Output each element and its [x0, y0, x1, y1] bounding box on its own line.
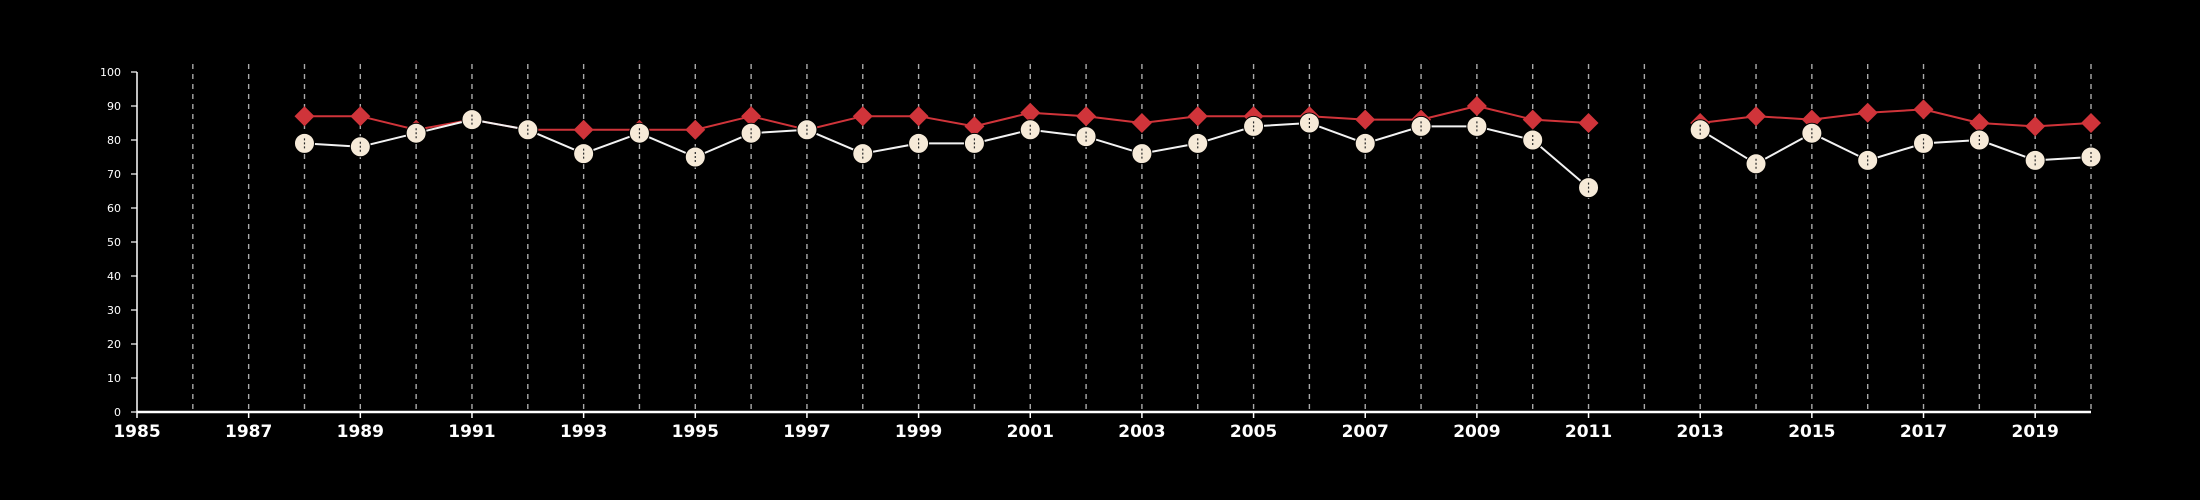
diamond-point [350, 106, 371, 127]
x-tick-label: 1993 [560, 422, 607, 442]
diamond-point [908, 106, 929, 127]
axes [131, 71, 2091, 418]
diamond-point [852, 106, 873, 127]
y-tick-label: 90 [107, 100, 121, 113]
diamond-point [1076, 106, 1097, 127]
diamond-point [1355, 109, 1376, 130]
x-tick-label: 1997 [783, 422, 830, 442]
y-tick-label: 0 [114, 406, 121, 419]
diamond-point [1913, 99, 1934, 120]
x-tick-label: 1985 [113, 422, 160, 442]
diamond-point [573, 119, 594, 140]
series-line-1 [304, 105, 1589, 131]
diamond-point [685, 119, 706, 140]
x-tick-label: 2005 [1230, 422, 1277, 442]
diamond-point [1746, 106, 1767, 127]
y-tick-label: 10 [107, 372, 121, 385]
series-markers [293, 96, 2102, 199]
diamond-point [1020, 102, 1041, 123]
x-tick-label: 2019 [2012, 422, 2059, 442]
diamond-point [1187, 106, 1208, 127]
diamond-point [741, 106, 762, 127]
x-tick-label: 1989 [337, 422, 384, 442]
y-tick-label: 70 [107, 168, 121, 181]
y-tick-label: 20 [107, 338, 121, 351]
x-tick-label: 2009 [1453, 422, 1500, 442]
y-tick-label: 30 [107, 304, 121, 317]
x-tick-label: 2007 [1342, 422, 1389, 442]
x-tick-label: 1999 [895, 422, 942, 442]
y-tick-label: 60 [107, 202, 121, 215]
diamond-point [964, 116, 985, 137]
x-tick-label: 1995 [672, 422, 719, 442]
y-tick-label: 50 [107, 236, 121, 249]
x-tick-label: 2015 [1788, 422, 1835, 442]
x-tick-label: 1987 [225, 422, 272, 442]
diamond-point [1578, 113, 1599, 133]
diamond-point [1857, 102, 1878, 123]
x-gridlines [192, 64, 2092, 412]
x-tick-label: 2017 [1900, 422, 1947, 442]
tick-labels: 0 10 20 30 40 50 60 70 80 90 100 1985 1987 1989 1991 19… [100, 66, 2059, 442]
diamond-point [294, 106, 315, 127]
x-tick-label: 2013 [1677, 422, 1724, 442]
x-tick-label: 1991 [448, 422, 495, 442]
x-tick-label: 2001 [1007, 422, 1054, 442]
y-tick-label: 80 [107, 134, 121, 147]
diamond-point [1466, 96, 1487, 116]
diamond-point [1131, 113, 1152, 133]
x-tick-label: 2011 [1565, 422, 1612, 442]
diamond-point [1522, 109, 1543, 130]
diamond-point [2081, 113, 2101, 133]
diamond-point [1969, 113, 1990, 133]
y-tick-label: 100 [100, 66, 121, 79]
diamond-point [2025, 116, 2046, 137]
y-tick-label: 40 [107, 270, 121, 283]
series-line-2 [304, 118, 1590, 189]
diamond-point [1801, 109, 1822, 130]
x-tick-label: 2003 [1118, 422, 1165, 442]
